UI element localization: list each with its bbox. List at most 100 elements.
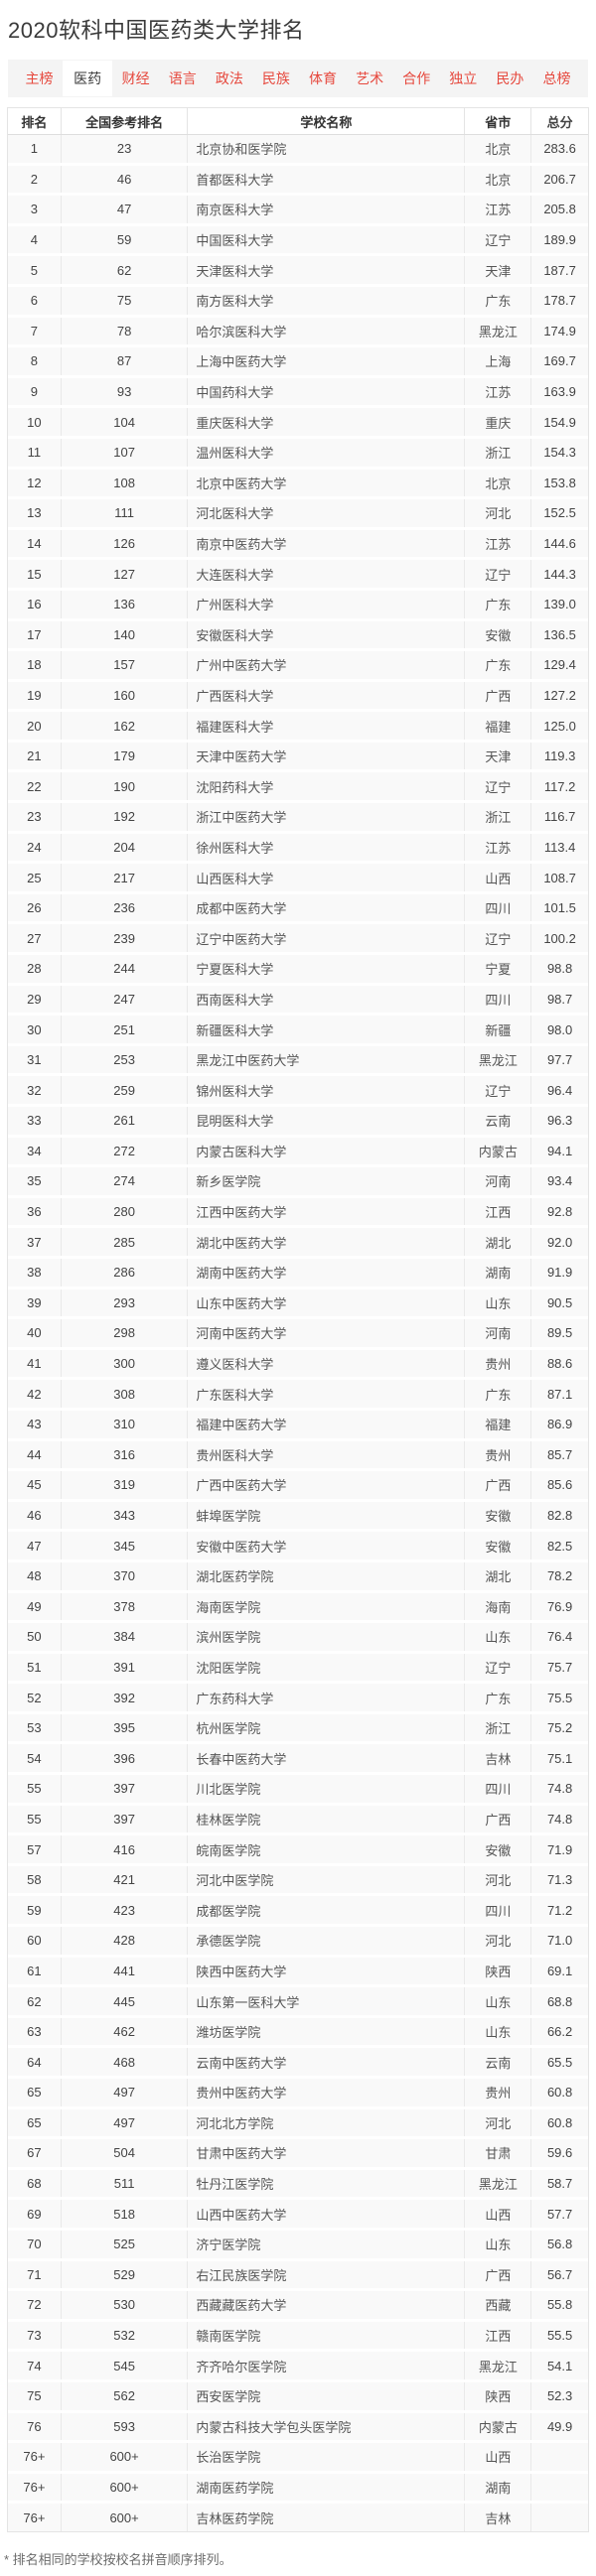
school-name-cell: 北京中医药大学: [188, 469, 466, 497]
rank-cell: 51: [8, 1653, 62, 1682]
rank-cell: 18: [8, 651, 62, 679]
score-cell: 86.9: [546, 1417, 573, 1432]
score-cell: 88.6: [546, 1356, 573, 1372]
table-body: 1 23 北京协和医学院 北京 283.6 2 46 首都医科大学 北京 206…: [8, 135, 588, 2531]
national-rank-cell: 562: [62, 2381, 189, 2410]
table-row: 42 308 广东医科大学 广东 87.1: [8, 1380, 588, 1411]
category-tab-艺术[interactable]: 艺术: [356, 70, 384, 86]
rank-cell: 28: [8, 955, 62, 983]
score-cell: [531, 2504, 588, 2531]
score-cell: 154.3: [543, 445, 576, 461]
national-rank-cell: 428: [62, 1927, 189, 1955]
national-rank-cell: 497: [62, 2108, 189, 2137]
national-rank-cell: 62: [62, 256, 189, 284]
category-tab-体育[interactable]: 体育: [309, 70, 338, 86]
rank-cell: 24: [8, 833, 62, 862]
school-name-cell: 宁夏医科大学: [188, 955, 466, 983]
school-name-cell: 济宁医学院: [188, 2230, 466, 2258]
rank-cell: 42: [8, 1380, 62, 1408]
score-cell: 139.0: [543, 597, 576, 612]
table-row: 68 511 牡丹江医学院 黑龙江 58.7: [8, 2169, 588, 2201]
national-rank-cell: 259: [62, 1076, 189, 1104]
school-name-cell: 大连医科大学: [188, 560, 466, 588]
table-row: 6 75 南方医科大学 广东 178.7: [8, 286, 588, 318]
category-tab-合作[interactable]: 合作: [402, 70, 431, 86]
score-cell: 98.7: [546, 991, 573, 1007]
score-cell: 129.4: [543, 657, 576, 673]
school-name-cell: 云南中医药大学: [188, 2048, 466, 2076]
school-name-cell: 杭州医学院: [188, 1713, 466, 1742]
score-cell: 116.7: [543, 809, 576, 825]
category-tab-语言[interactable]: 语言: [168, 70, 197, 86]
province-cell: 重庆: [465, 408, 532, 436]
national-rank-cell: 345: [62, 1532, 189, 1559]
table-row: 37 285 湖北中医药大学 湖北 92.0: [8, 1228, 588, 1259]
score-cell: 85.7: [546, 1446, 573, 1462]
national-rank-cell: 319: [62, 1471, 189, 1499]
national-rank-cell: 370: [62, 1561, 189, 1590]
score-cell: 54.1: [546, 2358, 573, 2373]
score-cell: 125.0: [543, 718, 576, 734]
school-name-cell: 西安医学院: [188, 2381, 466, 2410]
school-name-cell: 安徽中医药大学: [188, 1532, 466, 1559]
category-tab-主榜[interactable]: 主榜: [25, 70, 54, 86]
national-rank-cell: 397: [62, 1805, 189, 1833]
province-cell: 山西: [465, 2200, 532, 2228]
category-tab-总榜[interactable]: 总榜: [542, 70, 571, 86]
rank-cell: 16: [8, 590, 62, 618]
national-rank-cell: 111: [62, 499, 189, 527]
score-cell: 205.8: [543, 202, 576, 217]
score-cell: 82.5: [546, 1538, 573, 1554]
province-cell: 贵州: [465, 1349, 532, 1378]
province-cell: 山东: [465, 2230, 532, 2258]
province-cell: 广西: [465, 681, 532, 710]
province-cell: 河北: [465, 2108, 532, 2137]
national-rank-cell: 378: [62, 1592, 189, 1621]
rank-cell: 19: [8, 681, 62, 710]
table-row: 73 532 赣南医学院 江西 55.5: [8, 2321, 588, 2353]
national-rank-cell: 441: [62, 1957, 189, 1985]
table-row: 76+ 600+ 长治医学院 山西: [8, 2443, 588, 2474]
category-tab-民办[interactable]: 民办: [496, 70, 524, 86]
school-name-cell: 锦州医科大学: [188, 1076, 466, 1104]
school-name-cell: 广东药科大学: [188, 1684, 466, 1711]
school-name-cell: 赣南医学院: [188, 2321, 466, 2350]
score-cell: 152.5: [543, 505, 576, 521]
score-cell: 65.5: [546, 2054, 573, 2070]
national-rank-cell: 293: [62, 1288, 189, 1317]
national-rank-cell: 78: [62, 317, 189, 345]
province-cell: 河北: [465, 1865, 532, 1894]
school-name-cell: 遵义医科大学: [188, 1349, 466, 1378]
score-cell: 92.8: [546, 1204, 573, 1220]
rank-cell: 20: [8, 712, 62, 740]
province-cell: 广西: [465, 1805, 532, 1833]
category-tab-医药[interactable]: 医药: [63, 61, 113, 96]
rank-cell: 7: [8, 317, 62, 345]
province-cell: 安徽: [465, 1835, 532, 1863]
national-rank-cell: 308: [62, 1380, 189, 1408]
rank-cell: 52: [8, 1684, 62, 1711]
national-rank-cell: 179: [62, 742, 189, 770]
rank-cell: 4: [8, 225, 62, 254]
rank-cell: 50: [8, 1623, 62, 1651]
table-row: 58 421 河北中医学院 河北 71.3: [8, 1865, 588, 1897]
table-row: 52 392 广东药科大学 广东 75.5: [8, 1684, 588, 1714]
table-row: 61 441 陕西中医药大学 陕西 69.1: [8, 1957, 588, 1988]
school-name-cell: 浙江中医药大学: [188, 803, 466, 831]
category-tab-独立[interactable]: 独立: [449, 70, 478, 86]
province-cell: 四川: [465, 985, 532, 1014]
province-cell: 广东: [465, 651, 532, 679]
category-tab-民族[interactable]: 民族: [261, 70, 290, 86]
category-tab-财经[interactable]: 财经: [121, 70, 150, 86]
table-row: 64 468 云南中医药大学 云南 65.5: [8, 2048, 588, 2079]
column-header-rank: 排名: [8, 108, 62, 134]
national-rank-cell: 47: [62, 196, 189, 223]
category-tab-政法[interactable]: 政法: [215, 70, 243, 86]
table-row: 53 395 杭州医学院 浙江 75.2: [8, 1713, 588, 1745]
score-cell: 82.8: [546, 1508, 573, 1524]
score-cell: 55.5: [546, 2328, 573, 2344]
table-row: 57 416 皖南医学院 安徽 71.9: [8, 1835, 588, 1866]
school-name-cell: 徐州医科大学: [188, 833, 466, 862]
school-name-cell: 桂林医学院: [188, 1805, 466, 1833]
rank-cell: 70: [8, 2230, 62, 2258]
